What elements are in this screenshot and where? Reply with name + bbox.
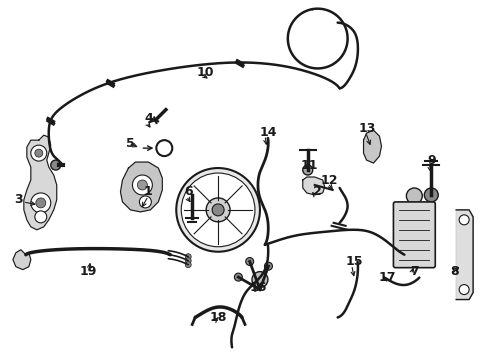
Text: 15: 15 (346, 255, 363, 268)
Text: 14: 14 (259, 126, 277, 139)
Circle shape (303, 165, 313, 175)
Circle shape (246, 257, 254, 265)
Text: 19: 19 (80, 265, 98, 278)
Circle shape (459, 215, 469, 225)
Circle shape (31, 145, 47, 161)
Text: 8: 8 (450, 265, 459, 278)
Circle shape (234, 273, 243, 281)
Circle shape (185, 262, 191, 268)
Circle shape (132, 175, 152, 195)
Circle shape (185, 258, 191, 264)
Text: 13: 13 (359, 122, 376, 135)
Circle shape (424, 188, 438, 202)
Text: 3: 3 (15, 193, 23, 206)
FancyBboxPatch shape (393, 202, 435, 268)
Polygon shape (13, 250, 31, 270)
Polygon shape (303, 177, 325, 195)
Text: 1: 1 (144, 185, 153, 198)
Circle shape (459, 285, 469, 294)
Circle shape (51, 160, 61, 170)
Polygon shape (364, 130, 382, 163)
Polygon shape (121, 162, 162, 212)
Circle shape (252, 272, 268, 288)
Text: 5: 5 (126, 137, 135, 150)
Polygon shape (24, 135, 57, 230)
Circle shape (35, 211, 47, 223)
Text: 10: 10 (196, 66, 214, 79)
Circle shape (265, 262, 272, 270)
Circle shape (35, 149, 43, 157)
Text: 6: 6 (184, 185, 193, 198)
Circle shape (31, 193, 51, 213)
Circle shape (406, 188, 422, 204)
Text: 17: 17 (379, 271, 396, 284)
Text: 9: 9 (427, 154, 436, 167)
Circle shape (212, 204, 224, 216)
Text: 4: 4 (144, 112, 153, 125)
Text: 16: 16 (249, 281, 267, 294)
Text: 11: 11 (301, 158, 318, 172)
Polygon shape (456, 210, 473, 300)
Circle shape (176, 168, 260, 252)
Text: 7: 7 (410, 265, 419, 278)
Text: 2: 2 (313, 185, 322, 198)
Circle shape (185, 254, 191, 260)
Circle shape (206, 198, 230, 222)
Text: 12: 12 (321, 174, 339, 186)
Circle shape (181, 173, 255, 247)
Circle shape (36, 198, 46, 208)
Circle shape (140, 196, 151, 208)
Circle shape (137, 180, 147, 190)
Text: 18: 18 (209, 311, 227, 324)
